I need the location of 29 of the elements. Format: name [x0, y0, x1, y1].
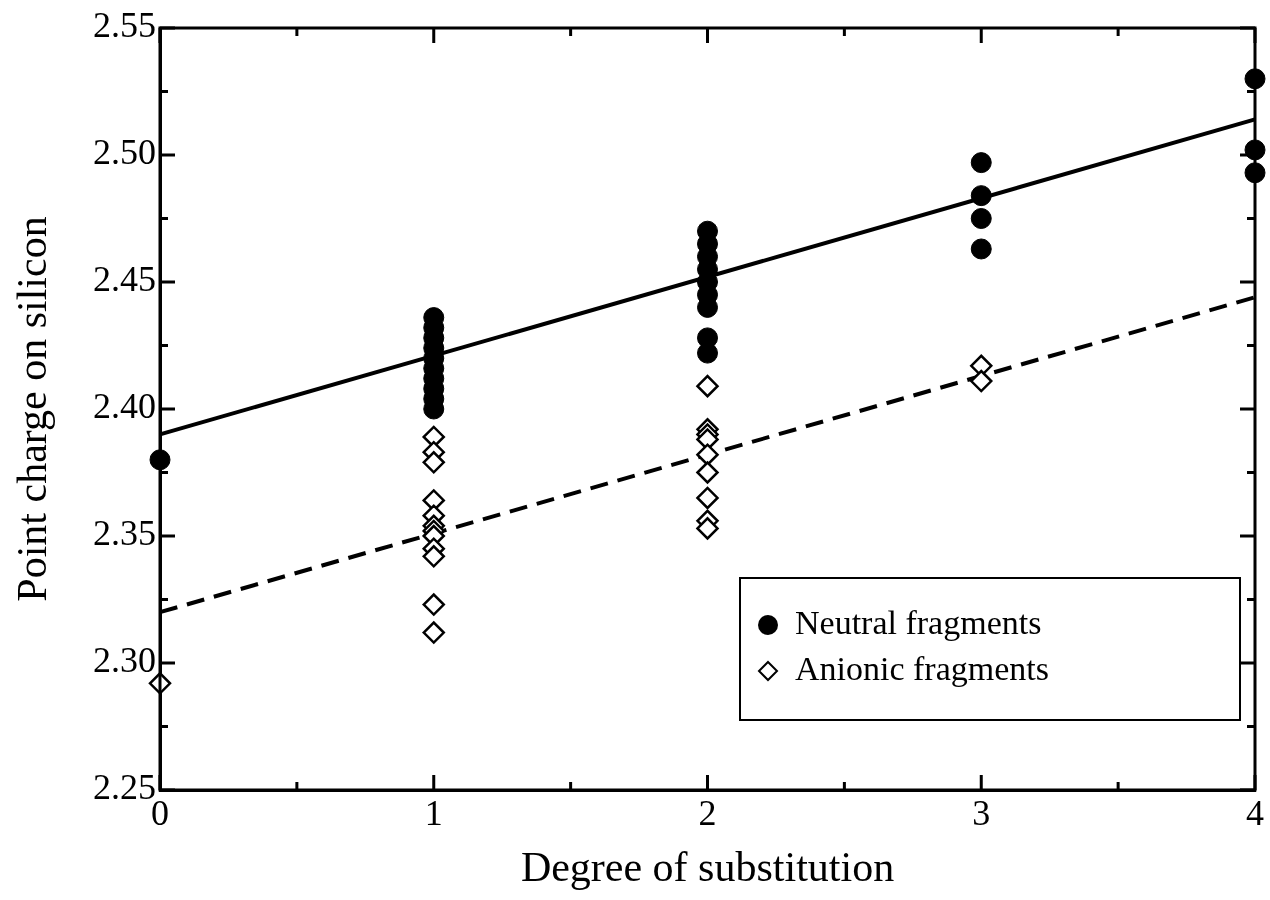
point [970, 152, 992, 174]
x-tick-label: 2 [698, 793, 717, 834]
x-tick-label: 3 [972, 793, 991, 834]
legend-label: Neutral fragments [795, 603, 1042, 641]
point [970, 208, 992, 229]
point [696, 443, 719, 466]
point [422, 593, 445, 616]
point [422, 545, 445, 568]
point [970, 369, 993, 393]
point [970, 185, 992, 207]
point [696, 374, 719, 398]
point [697, 342, 718, 364]
y-tick-label: 2.30 [93, 640, 156, 681]
point [696, 517, 719, 540]
y-tick-label: 2.40 [93, 386, 156, 427]
point [970, 238, 992, 260]
y-tick-label: 2.35 [93, 513, 156, 554]
x-tick-label: 4 [1246, 793, 1264, 834]
legend-label: Anionic fragments [795, 649, 1049, 687]
point [696, 461, 719, 484]
x-tick-label: 1 [424, 793, 443, 834]
y-tick-label: 2.50 [93, 132, 156, 173]
point [422, 451, 445, 474]
y-tick-label: 2.45 [93, 259, 156, 300]
point [422, 621, 445, 644]
x-axis-title: Degree of substitution [520, 843, 895, 890]
y-axis-title: Point charge on silicon [9, 216, 56, 602]
point [696, 486, 719, 510]
y-tick-label: 2.55 [93, 5, 156, 46]
